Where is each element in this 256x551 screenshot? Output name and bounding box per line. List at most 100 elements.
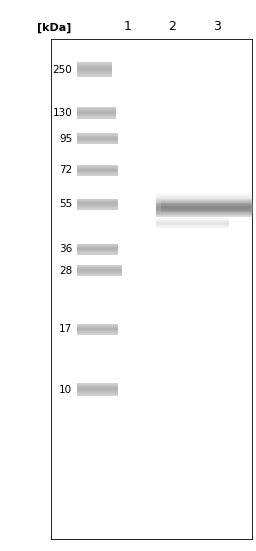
Bar (78, 107, 116, 109)
Bar (156, 226, 229, 227)
Bar (78, 63, 112, 64)
Bar (161, 202, 251, 203)
Bar (161, 211, 251, 212)
Bar (78, 246, 118, 247)
Bar (156, 205, 253, 206)
Bar (156, 197, 253, 198)
Bar (156, 228, 229, 229)
Bar (78, 265, 122, 266)
Bar (78, 165, 118, 166)
Bar (156, 220, 229, 221)
Bar (78, 138, 118, 139)
Bar (161, 209, 251, 210)
Bar (78, 116, 116, 117)
Bar (78, 113, 116, 114)
Bar (78, 334, 118, 335)
Bar (156, 206, 253, 207)
Bar (78, 390, 118, 391)
Bar (78, 204, 118, 205)
Bar (78, 325, 118, 326)
Bar (78, 202, 118, 203)
Bar (161, 208, 251, 209)
Text: 55: 55 (59, 199, 72, 209)
Bar (78, 266, 122, 267)
Text: 2: 2 (169, 20, 176, 33)
Bar (78, 67, 112, 68)
Bar (156, 194, 253, 195)
Bar (161, 210, 251, 211)
Bar (156, 213, 253, 214)
Bar (78, 134, 118, 135)
Bar (78, 324, 118, 325)
Bar (156, 209, 253, 210)
Bar (78, 247, 118, 248)
Bar (78, 332, 118, 333)
Bar (161, 205, 251, 206)
Bar (156, 199, 253, 200)
Bar (78, 169, 118, 170)
Bar (78, 137, 118, 138)
Bar (161, 201, 251, 202)
Bar (78, 167, 118, 168)
Bar (78, 387, 118, 388)
Bar (156, 195, 253, 196)
Bar (78, 70, 112, 71)
Bar (78, 133, 118, 134)
Bar (78, 139, 118, 140)
Bar (78, 328, 118, 329)
Bar (78, 267, 122, 268)
Bar (78, 253, 118, 254)
Bar (78, 115, 116, 116)
Bar (161, 203, 251, 204)
Bar (156, 210, 253, 212)
Bar (78, 142, 118, 143)
Bar (78, 272, 122, 273)
Bar (78, 206, 118, 207)
Bar (78, 174, 118, 175)
Bar (78, 117, 116, 118)
Bar (78, 333, 118, 334)
Bar (78, 329, 118, 331)
Text: 1: 1 (124, 20, 132, 33)
Bar (78, 166, 118, 167)
Bar (78, 251, 118, 252)
Bar (78, 200, 118, 201)
Bar (78, 72, 112, 73)
Bar (78, 327, 118, 328)
Text: 130: 130 (52, 108, 72, 118)
Bar (78, 62, 112, 63)
Bar (78, 173, 118, 174)
Bar (78, 274, 122, 275)
Bar (78, 73, 112, 74)
Bar (156, 208, 253, 209)
Bar (78, 114, 116, 115)
Bar (156, 204, 253, 205)
Bar (78, 69, 112, 70)
Bar (78, 275, 122, 276)
Bar (78, 245, 118, 246)
Bar (156, 207, 253, 208)
Bar (156, 196, 253, 197)
Bar (78, 208, 118, 209)
Bar (156, 215, 253, 217)
Bar (78, 136, 118, 137)
Bar (156, 227, 229, 228)
Text: 95: 95 (59, 134, 72, 144)
Bar (78, 170, 118, 171)
Text: 3: 3 (213, 20, 221, 33)
Bar (78, 326, 118, 327)
Bar (78, 254, 118, 255)
Bar (156, 221, 229, 222)
Bar (78, 66, 112, 67)
Bar (78, 74, 112, 75)
Bar (78, 68, 112, 69)
Bar (156, 200, 253, 201)
Bar (78, 273, 122, 274)
Bar (78, 331, 118, 332)
Bar (78, 171, 118, 172)
Bar (78, 383, 118, 384)
Bar (156, 193, 253, 194)
Bar (78, 385, 118, 386)
Bar (156, 223, 229, 224)
Bar (161, 206, 251, 207)
